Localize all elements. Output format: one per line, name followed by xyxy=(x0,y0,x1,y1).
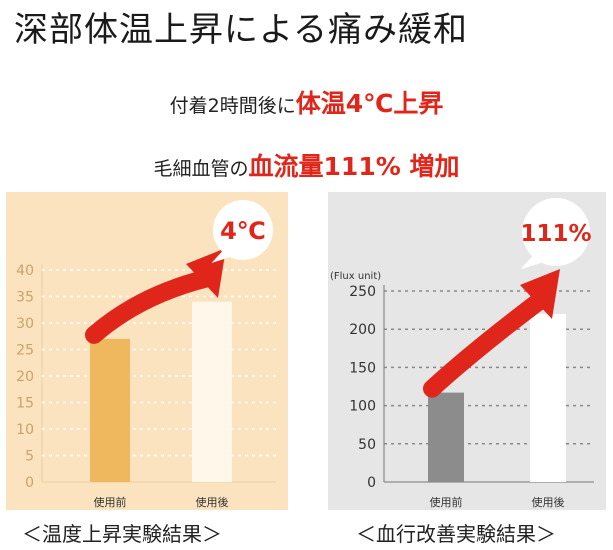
y-tick-label: 50 xyxy=(358,437,376,453)
bar-after xyxy=(530,313,566,482)
y-tick-label: 40 xyxy=(16,263,34,279)
annotation-bubble xyxy=(211,200,273,263)
y-tick-label: 5 xyxy=(25,449,34,465)
annotation-label: 111% xyxy=(520,221,591,247)
headline-bloodflow: 毛細血管の血流量111% 増加 xyxy=(0,147,613,183)
x-category-label: 使用前 xyxy=(94,495,127,509)
temperature-chart-caption: ＜温度上昇実験結果＞ xyxy=(22,522,222,546)
annotation-bubble xyxy=(520,198,590,270)
x-category-label: 使用後 xyxy=(532,495,565,509)
bar-before xyxy=(90,338,130,482)
x-category-label: 使用前 xyxy=(430,495,463,509)
headline-temperature-highlight: 体温4℃上昇 xyxy=(295,89,444,118)
y-tick-label: 30 xyxy=(16,316,34,332)
bar-before xyxy=(428,392,464,482)
y-tick-label: 250 xyxy=(349,284,376,300)
bloodflow-chart-caption: ＜血行改善実験結果＞ xyxy=(356,522,556,546)
y-axis-unit-label: (Flux unit) xyxy=(330,271,381,282)
headline-temperature-prefix: 付着2時間後に xyxy=(169,95,296,117)
y-tick-label: 100 xyxy=(349,399,376,415)
page-title: 深部体温上昇による痛み緩和 xyxy=(14,10,468,50)
y-tick-label: 15 xyxy=(16,396,34,412)
x-category-label: 使用後 xyxy=(196,495,229,509)
y-tick-label: 0 xyxy=(367,475,376,491)
headline-bloodflow-prefix: 毛細血管の xyxy=(153,158,249,180)
y-tick-label: 10 xyxy=(16,422,34,438)
y-tick-label: 20 xyxy=(16,369,34,385)
y-tick-label: 150 xyxy=(349,360,376,376)
growth-arrow-icon xyxy=(423,269,560,398)
y-tick-label: 0 xyxy=(25,475,34,491)
annotation-label: 4℃ xyxy=(220,217,266,245)
y-tick-label: 25 xyxy=(16,343,34,359)
y-tick-label: 35 xyxy=(16,290,34,306)
bloodflow-chart: 0 50 100 150 200 250 (Flux unit) 使用前 使用後 111% xyxy=(328,192,606,510)
bar-after xyxy=(192,301,232,482)
headline-temperature: 付着2時間後に体温4℃上昇 xyxy=(0,84,613,120)
temperature-chart: 0 5 10 15 20 25 30 35 40 使用前 使用後 4℃ xyxy=(6,192,288,510)
headline-bloodflow-highlight: 血流量111% 増加 xyxy=(248,152,460,181)
y-tick-label: 200 xyxy=(349,322,376,338)
